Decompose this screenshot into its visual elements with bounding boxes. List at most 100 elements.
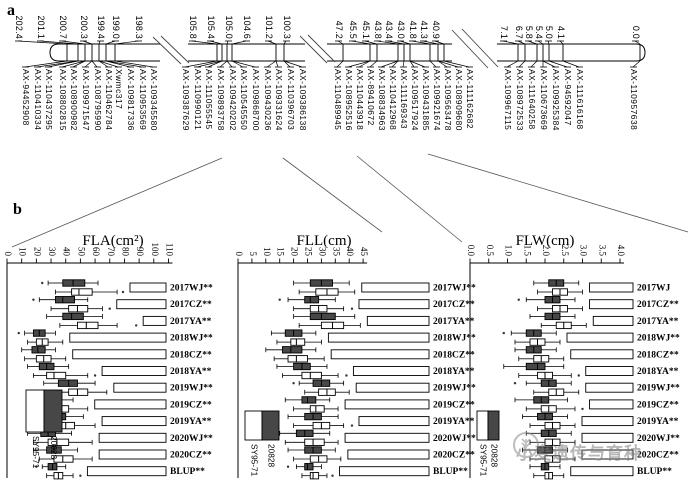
axis-tick-label: 0.0 [466, 245, 476, 257]
legend-label-20828: 20828 [267, 444, 277, 467]
outlier-dot [345, 374, 348, 377]
marker-connector [114, 60, 154, 68]
marker-label: AX-109431885 [421, 69, 431, 131]
boxplot-sy95-71 [50, 305, 111, 313]
outlier-dot [350, 424, 354, 427]
legend-swatch-open [25, 389, 45, 433]
marker-label: AX-109868700 [251, 69, 261, 131]
position-connector [82, 40, 93, 45]
break-line [461, 28, 499, 68]
boxplot-row: 2019WJ** [513, 379, 680, 396]
marker-label: AX-110489945 [333, 69, 343, 130]
marker-label: AX-109925384 [551, 69, 561, 131]
boxplot-row: 2018CZ** [514, 346, 679, 363]
boxplot-20828 [284, 396, 331, 404]
row-label: 2020WJ** [433, 434, 476, 444]
marker-connector [336, 60, 344, 68]
row-bracket [101, 416, 167, 427]
marker-connector [36, 60, 79, 68]
boxplot-row: 2017CZ** [517, 296, 679, 313]
position-connector [634, 40, 641, 45]
axis-tick-label: 30 [317, 247, 327, 257]
row-bracket [366, 315, 430, 326]
boxplot-row: 2017CZ** [278, 296, 475, 313]
boxplot-20828 [33, 446, 78, 454]
boxplot-row: 2018YA** [276, 362, 475, 380]
marker-label: AX-110437295 [44, 69, 54, 130]
row-label: 2019WJ** [433, 384, 476, 394]
box [301, 371, 322, 380]
position-connector [61, 40, 86, 45]
row-bracket [142, 315, 167, 326]
position-label: 43.4 [384, 21, 394, 39]
row-label: 2019WJ** [637, 384, 680, 394]
marker-connector [391, 60, 399, 68]
position-label: 199.4 [96, 15, 106, 39]
box [77, 321, 99, 330]
box [304, 296, 320, 304]
axis-tick-label: 3.5 [597, 245, 607, 257]
break-line [299, 35, 328, 64]
boxplot-row: 2020CZ** [287, 446, 475, 463]
position-label: 6.7 [514, 26, 524, 39]
outlier-dot [286, 465, 290, 468]
row-bracket [344, 399, 430, 410]
boxplot-row: 2019CZ** [514, 396, 679, 413]
axis-tick-label: 90 [135, 247, 145, 257]
position-label: 100.3 [282, 15, 292, 39]
box [47, 438, 70, 446]
position-connector [226, 40, 229, 45]
marker-label: AX-109921674 [432, 69, 442, 131]
row-label: 2018WJ** [433, 334, 476, 344]
axis-tick-label: 1.0 [504, 245, 514, 257]
map-to-chart-connectors [11, 153, 689, 248]
marker-connector [98, 60, 119, 68]
axis-tick-label: 5 [248, 252, 258, 257]
linkage-map: 202.4 201.1 200.7 200.3 199.4 199.0 198.3 AX-94… [14, 15, 646, 131]
position-label: 101.2 [264, 15, 274, 39]
marker-connector [219, 60, 228, 68]
marker-label: AX-108972533 [515, 69, 525, 131]
axis-tick-label: 1.5 [522, 245, 532, 257]
chromosome-segment: 202.4 201.1 200.7 200.3 199.4 199.0 198.3 AX-94… [14, 15, 160, 131]
marker-label: AX-94452908 [21, 69, 31, 126]
position-label: 198.3 [134, 15, 144, 39]
boxplot-row: 2020CZ** [33, 446, 212, 463]
marker-connector [24, 60, 68, 68]
marker-connector [184, 60, 218, 68]
row-label: 2019CZ** [170, 400, 212, 410]
chromosome-segment: 47.2 45.5 45.1 43.8 43.4 43.0 41.8 41.3 40.9 AX-1… [327, 21, 475, 131]
boxplot-20828 [529, 463, 561, 471]
watermark: 小麦遗传与育种 [512, 431, 688, 471]
position-label: 43.8 [373, 21, 383, 39]
boxplot-row: 2017WJ** [41, 279, 213, 296]
marker-label: AX-109345580 [149, 69, 159, 131]
boxplot-20828 [278, 296, 336, 304]
marker-connector [402, 60, 405, 68]
marker-label: AX-109430236 [263, 69, 273, 131]
row-bracket [69, 332, 167, 343]
boxplot-sy95-71 [273, 355, 325, 363]
box [301, 396, 317, 404]
row-label: 2019YA** [170, 417, 212, 427]
chart-title: FLL(cm) [297, 233, 352, 249]
position-label: 40.9 [431, 21, 441, 39]
marker-label: AX-110990121 [193, 69, 203, 130]
boxplot-sy95-71 [33, 438, 93, 446]
row-label: 2019CZ** [433, 400, 475, 410]
chart-title: FLW(cm) [516, 233, 575, 249]
boxplot-row: 2019WJ** [292, 379, 476, 396]
row-bracket [327, 332, 430, 343]
box [525, 362, 546, 371]
outlier-dot [581, 407, 584, 411]
boxplot-20828 [276, 362, 328, 371]
boxplot-row: 2019YA** [522, 412, 679, 430]
position-connector [231, 40, 247, 45]
axis-tick-label: 40 [62, 247, 72, 257]
axis-tick-label: 2.5 [560, 245, 570, 257]
boxplot-sy95-71 [293, 305, 354, 313]
boxplot-sy95-71 [33, 371, 97, 380]
boxplot-chart: FLL(cm) 0 5 10 15 20 25 30 35 40 45 2017WJ** 2017CZ*… [234, 233, 476, 480]
marker-label: AX-110957638 [629, 69, 639, 130]
row-bracket [570, 466, 634, 477]
